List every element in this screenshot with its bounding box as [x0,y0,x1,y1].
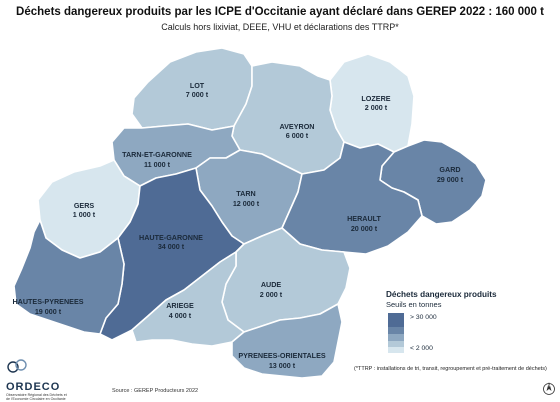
logo-line-2: de l'Economie Circulaire en Occitanie [6,397,66,402]
legend-swatch-class2 [388,341,404,347]
department-name-gard: GARD [439,165,460,174]
label-tarn-et-garonne: TARN-ET-GARONNE 11 000 t [122,150,192,169]
department-name-lozere: LOZERE [361,94,390,103]
ttrp-footnote: (*TTRP : installations de tri, transit, … [354,366,547,372]
department-name-haute-garonne: HAUTE-GARONNE [139,233,203,242]
north-arrow-icon: N [543,382,555,395]
department-value-aveyron: 6 000 t [286,131,309,140]
label-lot: LOT 7 000 t [186,81,209,99]
department-name-herault: HERAULT [347,214,381,223]
legend-title: Déchets dangereux produits [386,290,497,299]
logo-wordmark: ORDECO [6,381,61,393]
department-name-lot: LOT [190,81,205,90]
department-value-pyrenees-orientales: 13 000 t [269,361,296,370]
north-arrow: N [542,380,556,401]
department-value-haute-garonne: 34 000 t [158,242,185,251]
label-ariege: ARIEGE 4 000 t [166,301,194,320]
logo-line-1: Observatoire Régional des Déchets et [6,393,67,397]
department-name-gers: GERS [74,201,95,210]
department-value-gard: 29 000 t [437,175,464,184]
department-pyrenees-orientales[interactable] [231,303,343,379]
department-value-lot: 7 000 t [186,90,209,99]
ordeco-emblem-icon [7,359,27,373]
legend-high-label: > 30 000 [410,314,437,321]
department-name-hautes-pyrenees: HAUTES-PYRENEES [12,297,83,306]
legend-scale: > 30 000 < 2 000 [388,313,536,353]
department-name-aveyron: AVEYRON [279,122,314,131]
source-note: Source : GEREP Producteurs 2022 [112,388,199,394]
label-aude: AUDE 2 000 t [260,280,283,299]
label-gers: GERS 1 000 t [73,201,96,219]
north-label: N [548,384,551,388]
legend-swatch-class1 [388,347,404,353]
legend-swatch-class5 [388,313,404,327]
department-value-tarn: 12 000 t [233,199,260,208]
department-value-herault: 20 000 t [351,224,378,233]
label-lozere: LOZERE 2 000 t [361,94,390,112]
label-tarn: TARN 12 000 t [233,189,260,208]
label-pyrenees-orientales: PYRENEES-ORIENTALES 13 000 t [238,351,326,370]
ordeco-logo: ORDECO Observatoire Régional des Déchets… [6,358,102,402]
map-legend: Déchets dangereux produits Seuils en ton… [386,290,536,353]
legend-subtitle: Seuils en tonnes [386,300,442,309]
legend-low-label: < 2 000 [410,345,433,352]
department-name-aude: AUDE [261,280,282,289]
department-name-tarn: TARN [236,189,255,198]
department-value-ariege: 4 000 t [169,311,192,320]
map-title: Déchets dangereux produits par les ICPE … [16,6,544,18]
department-value-gers: 1 000 t [73,210,96,219]
label-aveyron: AVEYRON 6 000 t [279,122,314,140]
map-subtitle: Calculs hors lixiviat, DEEE, VHU et décl… [161,22,399,32]
label-gard: GARD 29 000 t [437,165,464,184]
department-name-tarn-et-garonne: TARN-ET-GARONNE [122,150,192,159]
department-hautes-pyrenees[interactable] [13,219,125,335]
department-value-lozere: 2 000 t [365,103,388,112]
department-name-ariege: ARIEGE [166,301,194,310]
legend-swatch-class3 [388,334,404,341]
label-herault: HERAULT 20 000 t [347,214,381,233]
department-value-aude: 2 000 t [260,290,283,299]
legend-swatch-class4 [388,327,404,334]
department-name-pyrenees-orientales: PYRENEES-ORIENTALES [238,351,326,360]
department-value-tarn-et-garonne: 11 000 t [144,160,171,169]
label-haute-garonne: HAUTE-GARONNE 34 000 t [139,233,203,251]
label-hautes-pyrenees: HAUTES-PYRENEES 19 000 t [12,297,83,316]
department-value-hautes-pyrenees: 19 000 t [35,307,62,316]
